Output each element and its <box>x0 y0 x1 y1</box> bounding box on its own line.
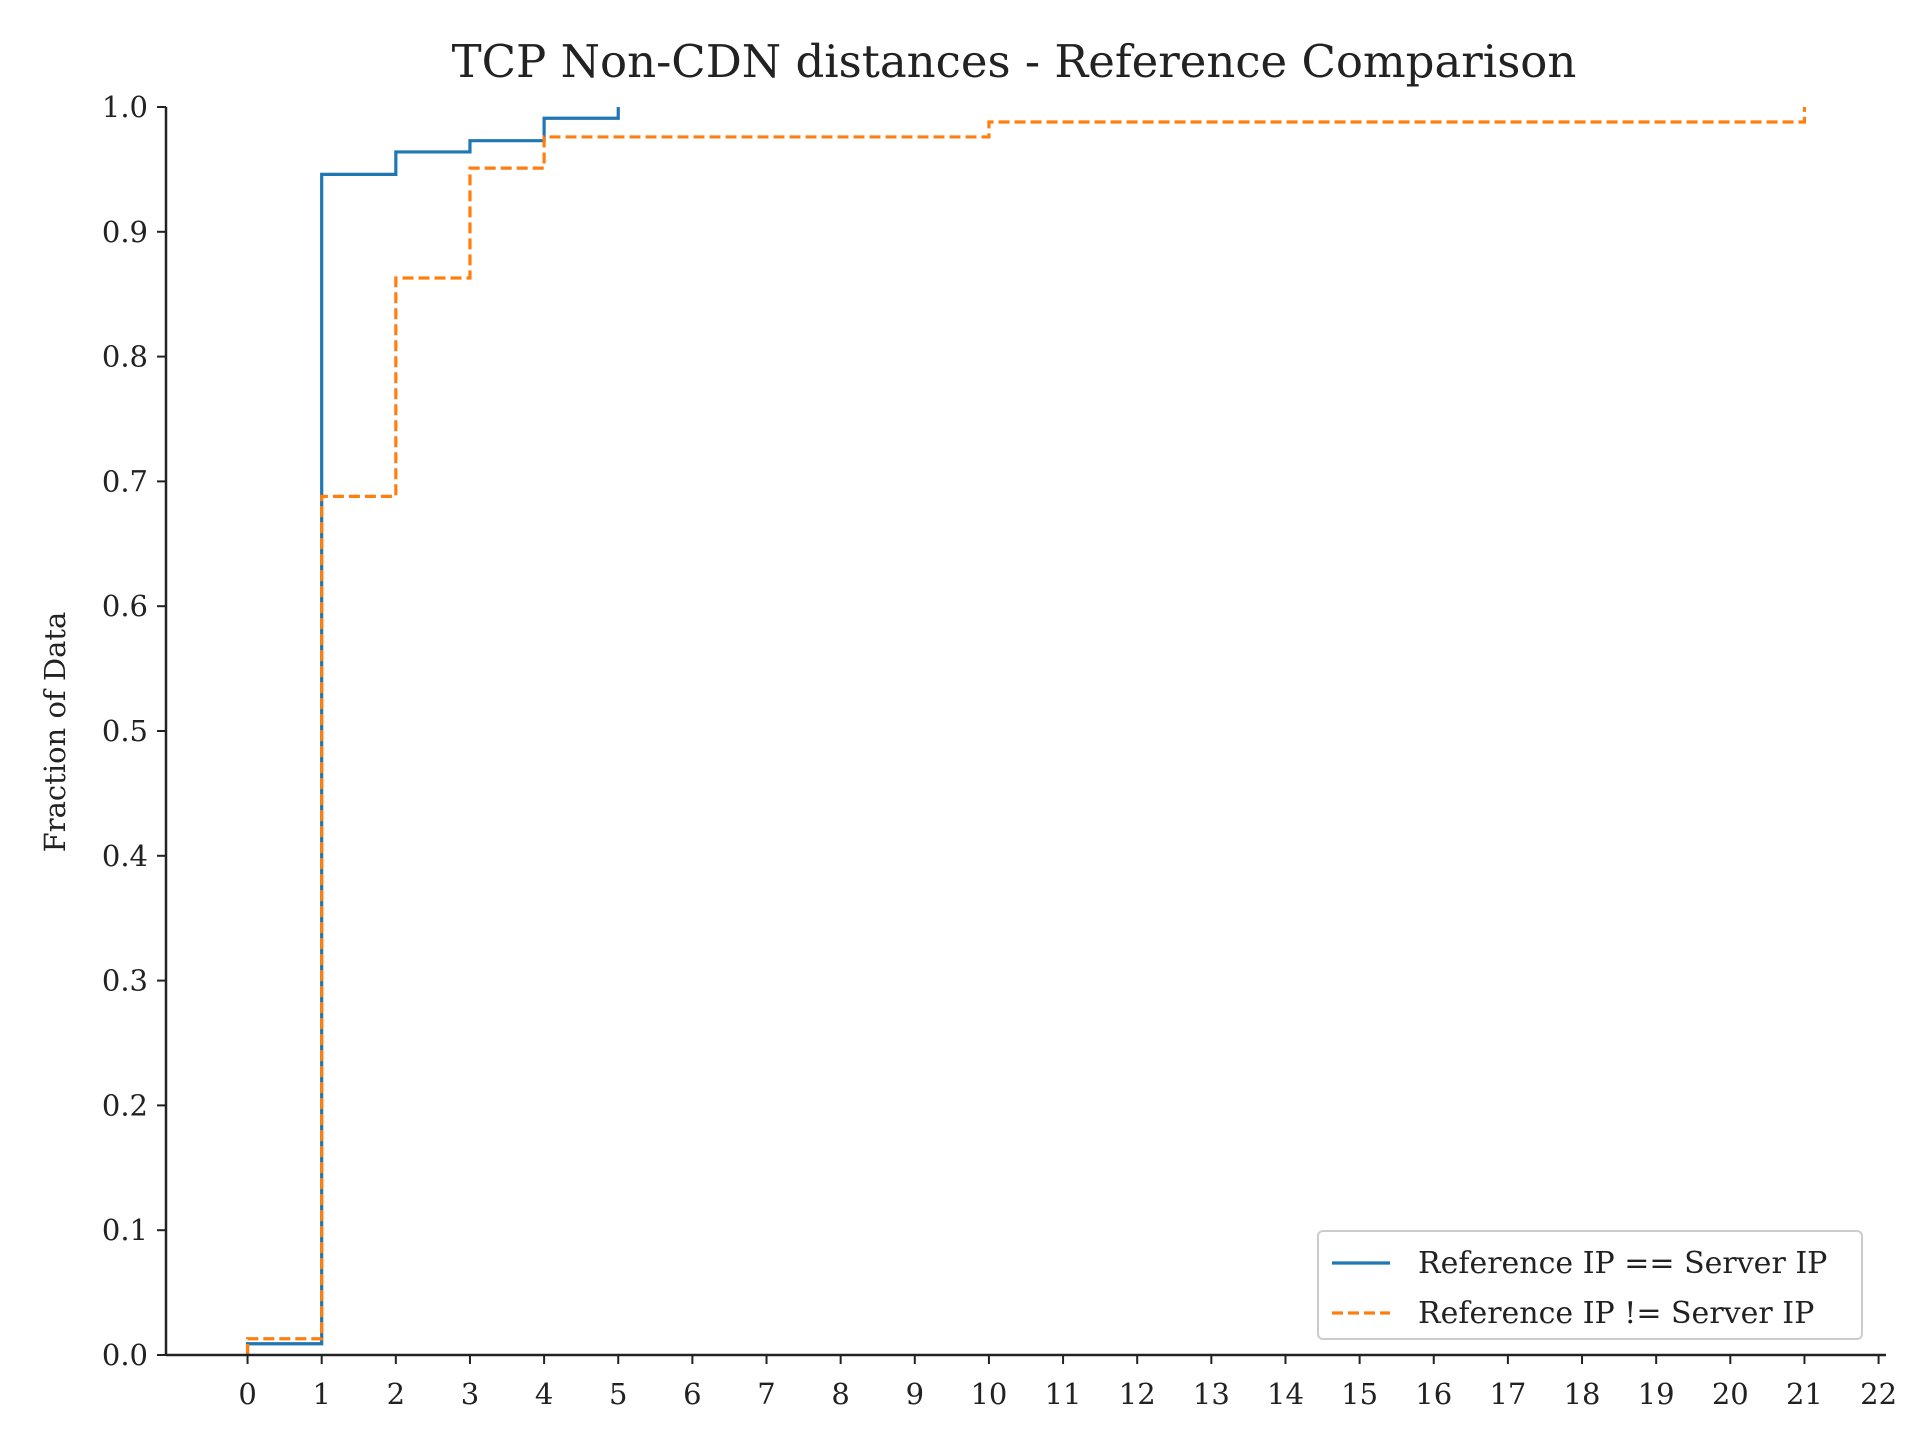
legend-label-1: Reference IP == Server IP <box>1418 1246 1827 1281</box>
x-tick-label: 1 <box>312 1377 330 1411</box>
x-tick-label: 3 <box>461 1377 479 1411</box>
legend-box <box>1317 1230 1863 1340</box>
y-tick-label: 0.0 <box>102 1338 148 1372</box>
x-tick-label: 15 <box>1341 1377 1378 1411</box>
y-axis-label: Fraction of Data <box>38 612 72 853</box>
x-tick-label: 20 <box>1712 1377 1749 1411</box>
chart-title: TCP Non-CDN distances - Reference Compar… <box>452 35 1577 88</box>
x-tick-label: 2 <box>387 1377 405 1411</box>
series-line-1 <box>245 107 620 1355</box>
y-tick-label: 0.7 <box>102 464 148 498</box>
x-tick-label: 12 <box>1119 1377 1156 1411</box>
x-axis: 0 1 2 3 4 5 6 7 8 9 10 11 12 13 14 15 16 17 18 19 20 21 22 <box>166 1353 1897 1411</box>
x-tick-label: 22 <box>1860 1377 1897 1411</box>
x-tick-label: 4 <box>535 1377 553 1411</box>
y-tick-label: 0.2 <box>102 1088 148 1122</box>
y-tick-label: 0.5 <box>102 714 148 748</box>
x-tick-label: 7 <box>757 1377 775 1411</box>
x-tick-label: 11 <box>1045 1377 1082 1411</box>
y-axis: 0.0 0.1 0.2 0.3 0.4 0.5 0.6 0.7 0.8 0.9 1.0 <box>102 90 168 1372</box>
x-tick-label: 18 <box>1564 1377 1601 1411</box>
x-tick-label: 6 <box>683 1377 701 1411</box>
series-line-2 <box>245 107 1807 1355</box>
x-tick-label: 19 <box>1638 1377 1675 1411</box>
y-tick-label: 0.1 <box>102 1213 148 1247</box>
x-tick-label: 17 <box>1489 1377 1526 1411</box>
plot-area <box>245 107 1807 1355</box>
x-tick-label: 21 <box>1786 1377 1823 1411</box>
x-tick-label: 0 <box>238 1377 256 1411</box>
y-tick-label: 0.8 <box>102 340 148 374</box>
x-tick-label: 8 <box>831 1377 849 1411</box>
y-tick-label: 0.3 <box>102 964 148 998</box>
x-tick-label: 10 <box>970 1377 1007 1411</box>
x-tick-label: 5 <box>609 1377 627 1411</box>
y-tick-label: 0.6 <box>102 589 148 623</box>
x-tick-label: 13 <box>1193 1377 1230 1411</box>
x-tick-label: 16 <box>1415 1377 1452 1411</box>
y-tick-label: 0.9 <box>102 215 148 249</box>
x-tick-label: 9 <box>906 1377 924 1411</box>
y-tick-label: 1.0 <box>102 90 148 124</box>
x-tick-label: 14 <box>1267 1377 1304 1411</box>
legend: Reference IP == Server IP Reference IP !=… <box>1317 1230 1863 1340</box>
legend-label-2: Reference IP != Server IP <box>1418 1296 1814 1331</box>
y-tick-label: 0.4 <box>102 839 148 873</box>
